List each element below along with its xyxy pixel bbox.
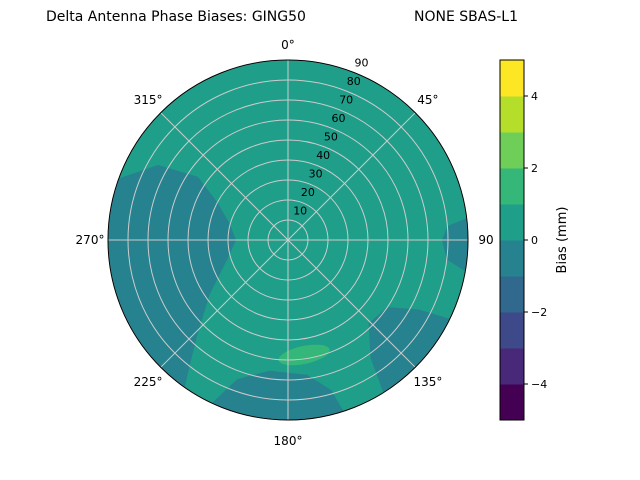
colorbar-segment	[500, 312, 524, 349]
colorbar-segment	[500, 132, 524, 169]
r-tick-label: 80	[347, 75, 361, 88]
colorbar-tick-label: 2	[531, 162, 538, 175]
colorbar-segment	[500, 60, 524, 97]
theta-grid-line	[287, 112, 416, 241]
west-negative-patch	[108, 165, 236, 388]
colorbar-segment	[500, 96, 524, 133]
colorbar-tick-label: 0	[531, 234, 538, 247]
theta-tick-label: 270°	[76, 233, 105, 247]
theta-tick-label: 315°	[134, 93, 163, 107]
r-tick-label: 20	[301, 186, 315, 199]
theta-tick-label: 45°	[417, 93, 438, 107]
colorbar-segment	[500, 276, 524, 313]
chart-title-left: Delta Antenna Phase Biases: GING50	[46, 9, 306, 25]
colorbar-tick-label: 4	[531, 90, 538, 103]
chart-title-right: NONE SBAS-L1	[414, 9, 518, 25]
colorbar-segment	[500, 168, 524, 205]
theta-grid-line	[160, 112, 289, 241]
polar-spine	[107, 59, 469, 421]
colorbar-segment	[500, 240, 524, 277]
south-negative-patch	[211, 370, 344, 420]
colorbar-tick-label: −2	[531, 306, 547, 319]
r-tick-label: 30	[309, 168, 323, 181]
theta-tick-label: 180°	[274, 434, 303, 448]
r-tick-label: 70	[339, 94, 353, 107]
colorbar-label: Bias (mm)	[555, 207, 570, 274]
theta-grid-line	[287, 239, 416, 368]
theta-tick-label: 225°	[134, 375, 163, 389]
r-tick-label: 90	[355, 57, 369, 70]
r-tick-label: 10	[293, 204, 307, 217]
colorbar: −4 −2 0 2 4	[499, 59, 547, 421]
theta-tick-label: 90	[478, 233, 493, 247]
east-negative-sliver	[442, 218, 469, 272]
theta-tick-label: 0°	[281, 38, 295, 52]
theta-tick-label: 135°	[413, 375, 442, 389]
r-tick-label: 50	[324, 131, 338, 144]
colorbar-segment	[500, 348, 524, 385]
r-tick-label: 60	[332, 112, 346, 125]
colorbar-tick-label: −4	[531, 378, 547, 391]
colorbar-segment	[500, 384, 524, 421]
r-tick-label: 40	[316, 149, 330, 162]
theta-grid-line	[160, 239, 289, 368]
southeast-negative-patch	[368, 307, 450, 393]
polar-plot: 10 20 30 40 50 60 70 80 90 0° 45° 90 135° 180° 225° 270…	[76, 38, 494, 448]
colorbar-segment	[500, 204, 524, 241]
